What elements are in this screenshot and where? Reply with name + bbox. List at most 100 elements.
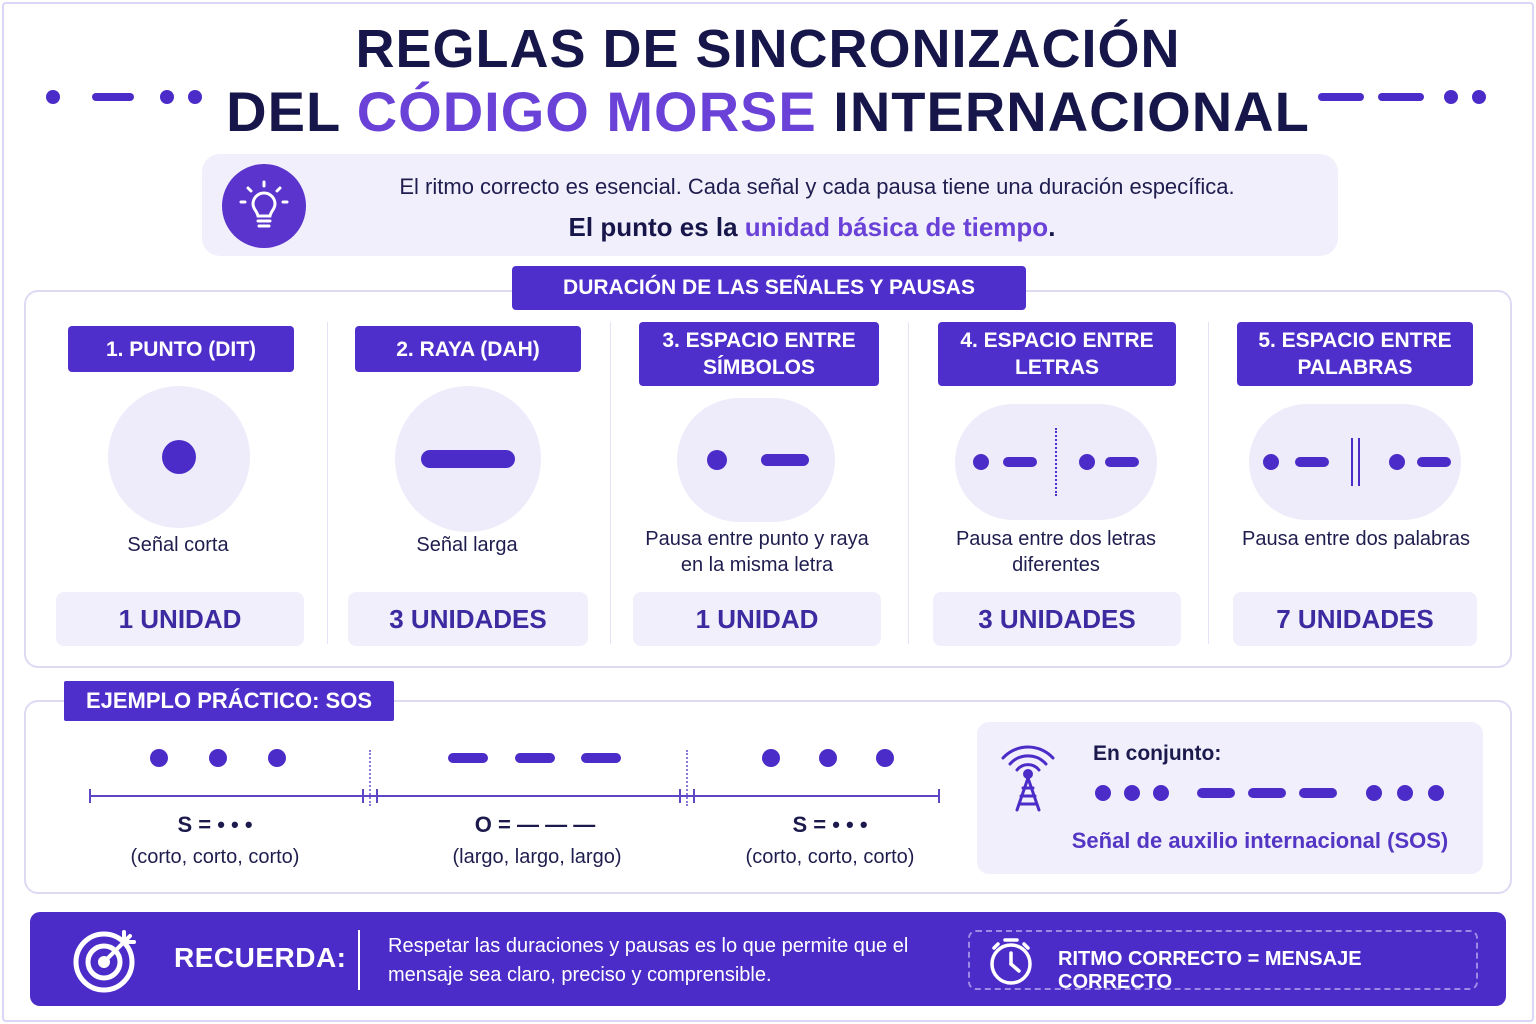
card-title: 4. ESPACIO ENTRE LETRAS <box>938 322 1176 386</box>
morse-dash <box>1248 788 1286 798</box>
letter-o-description: (largo, largo, largo) <box>452 846 622 868</box>
word-space-circle <box>1249 404 1461 520</box>
remember-label: RECUERDA: <box>174 942 347 973</box>
unit-badge: 3 UNIDADES <box>933 592 1181 646</box>
unit-badge: 1 UNIDAD <box>56 592 304 646</box>
morse-dash <box>448 753 488 763</box>
title-accent: CÓDIGO MORSE <box>356 80 817 143</box>
lightbulb-icon <box>222 164 306 248</box>
card-title: 1. PUNTO (DIT) <box>68 326 294 372</box>
morse-dash <box>1299 788 1337 798</box>
morse-dash <box>581 753 621 763</box>
unit-badge: 7 UNIDADES <box>1233 592 1477 646</box>
motto-box: RITMO CORRECTO = MENSAJE CORRECTO <box>968 930 1478 993</box>
duration-card-word-space: 5. ESPACIO ENTRE PALABRAS Pausa entre do… <box>1225 322 1495 652</box>
morse-dot <box>209 749 227 767</box>
intro-text: El ritmo correcto es esencial. Cada seña… <box>399 174 1235 199</box>
morse-dot <box>762 749 780 767</box>
card-description: Pausa entre punto y raya en la misma let… <box>645 528 869 576</box>
page-title-line1: REGLAS DE SINCRONIZACIÓN <box>355 19 1181 79</box>
morse-dot <box>707 450 727 470</box>
morse-dash <box>1295 457 1329 467</box>
morse-dot <box>1428 785 1444 801</box>
dot-symbol-circle <box>108 386 250 528</box>
column-divider <box>1208 322 1209 644</box>
morse-dash <box>1417 457 1451 467</box>
morse-dot <box>1095 785 1111 801</box>
word-gap-marker <box>1351 438 1353 486</box>
morse-dot <box>1263 454 1279 470</box>
morse-dot <box>1124 785 1140 801</box>
letter-s-description: (corto, corto, corto) <box>745 846 915 868</box>
word-gap-marker <box>1358 438 1360 486</box>
morse-dot <box>268 749 286 767</box>
morse-decoration-right <box>1318 90 1493 104</box>
duration-card-symbol-space: 3. ESPACIO ENTRE SÍMBOLOS Pausa entre pu… <box>625 322 895 652</box>
sos-example-panel <box>24 700 1512 894</box>
sos-section-label: EJEMPLO PRÁCTICO: SOS <box>64 681 394 721</box>
timeline-tick <box>89 789 91 803</box>
card-title: 5. ESPACIO ENTRE PALABRAS <box>1237 322 1473 386</box>
column-divider <box>327 322 328 644</box>
column-divider <box>610 322 611 644</box>
motto-text: RITMO CORRECTO = MENSAJE CORRECTO <box>1058 948 1362 993</box>
duration-card-dash: 2. RAYA (DAH) Señal larga 3 UNIDADES <box>340 322 600 652</box>
timeline-tick <box>938 789 940 803</box>
letter-boundary <box>369 750 371 806</box>
morse-dot <box>973 454 989 470</box>
morse-dash <box>421 450 515 468</box>
sos-combined-box: En conjunto: Señal de auxilio internacio… <box>977 722 1483 874</box>
morse-dash <box>1003 457 1037 467</box>
morse-dot <box>1153 785 1169 801</box>
target-icon <box>70 924 142 996</box>
morse-dot <box>1366 785 1382 801</box>
morse-dot <box>876 749 894 767</box>
morse-dot <box>1389 454 1405 470</box>
unit-badge: 1 UNIDAD <box>633 592 881 646</box>
footer-divider <box>358 930 360 990</box>
card-title: 3. ESPACIO ENTRE SÍMBOLOS <box>639 322 879 386</box>
symbol-space-circle <box>677 398 835 522</box>
intro-highlight: El punto es la unidad básica de tiempo. <box>568 212 1056 242</box>
intro-box: El ritmo correcto es esencial. Cada seña… <box>202 154 1338 256</box>
letter-s-code: S = • • • <box>177 812 253 837</box>
timeline-tick <box>693 789 695 803</box>
timeline-tick <box>362 789 364 803</box>
morse-dot <box>1397 785 1413 801</box>
durations-section-label: DURACIÓN DE LAS SEÑALES Y PAUSAS <box>512 266 1026 310</box>
morse-dot <box>819 749 837 767</box>
remember-message: Respetar las duraciones y pausas es lo q… <box>388 935 909 986</box>
morse-decoration-left <box>46 90 216 104</box>
morse-dash <box>1105 457 1139 467</box>
timeline-axis <box>90 795 940 797</box>
sos-caption: Señal de auxilio internacional (SOS) <box>1071 828 1449 853</box>
unit-badge: 3 UNIDADES <box>348 592 588 646</box>
column-divider <box>908 322 909 644</box>
timeline-tick <box>679 789 681 803</box>
card-description: Pausa entre dos palabras <box>1242 528 1470 550</box>
letter-space-circle <box>955 404 1157 520</box>
morse-dash <box>761 454 809 466</box>
morse-dot <box>1079 454 1095 470</box>
card-title: 2. RAYA (DAH) <box>355 326 581 372</box>
letter-o-code: O = — — — <box>474 812 596 837</box>
radio-tower-icon <box>995 740 1061 812</box>
dash-symbol-circle <box>395 386 541 532</box>
letter-gap-marker <box>1055 428 1057 496</box>
duration-card-letter-space: 4. ESPACIO ENTRE LETRAS Pausa entre dos … <box>925 322 1195 652</box>
morse-dash <box>515 753 555 763</box>
duration-card-dot: 1. PUNTO (DIT) Señal corta 1 UNIDAD <box>50 322 320 652</box>
letter-boundary <box>686 750 688 806</box>
morse-dot <box>162 440 196 474</box>
morse-dot <box>150 749 168 767</box>
letter-s-code: S = • • • <box>792 812 868 837</box>
footer-banner: RECUERDA: Respetar las duraciones y paus… <box>30 912 1506 1006</box>
card-description: Pausa entre dos letras diferentes <box>955 528 1157 576</box>
timeline-tick <box>376 789 378 803</box>
combined-label: En conjunto: <box>1093 742 1222 765</box>
letter-s-description: (corto, corto, corto) <box>130 846 300 868</box>
card-description: Señal larga <box>416 534 518 556</box>
page-title-line2: DEL CÓDIGO MORSE INTERNACIONAL <box>226 80 1310 143</box>
card-description: Señal corta <box>127 534 229 556</box>
